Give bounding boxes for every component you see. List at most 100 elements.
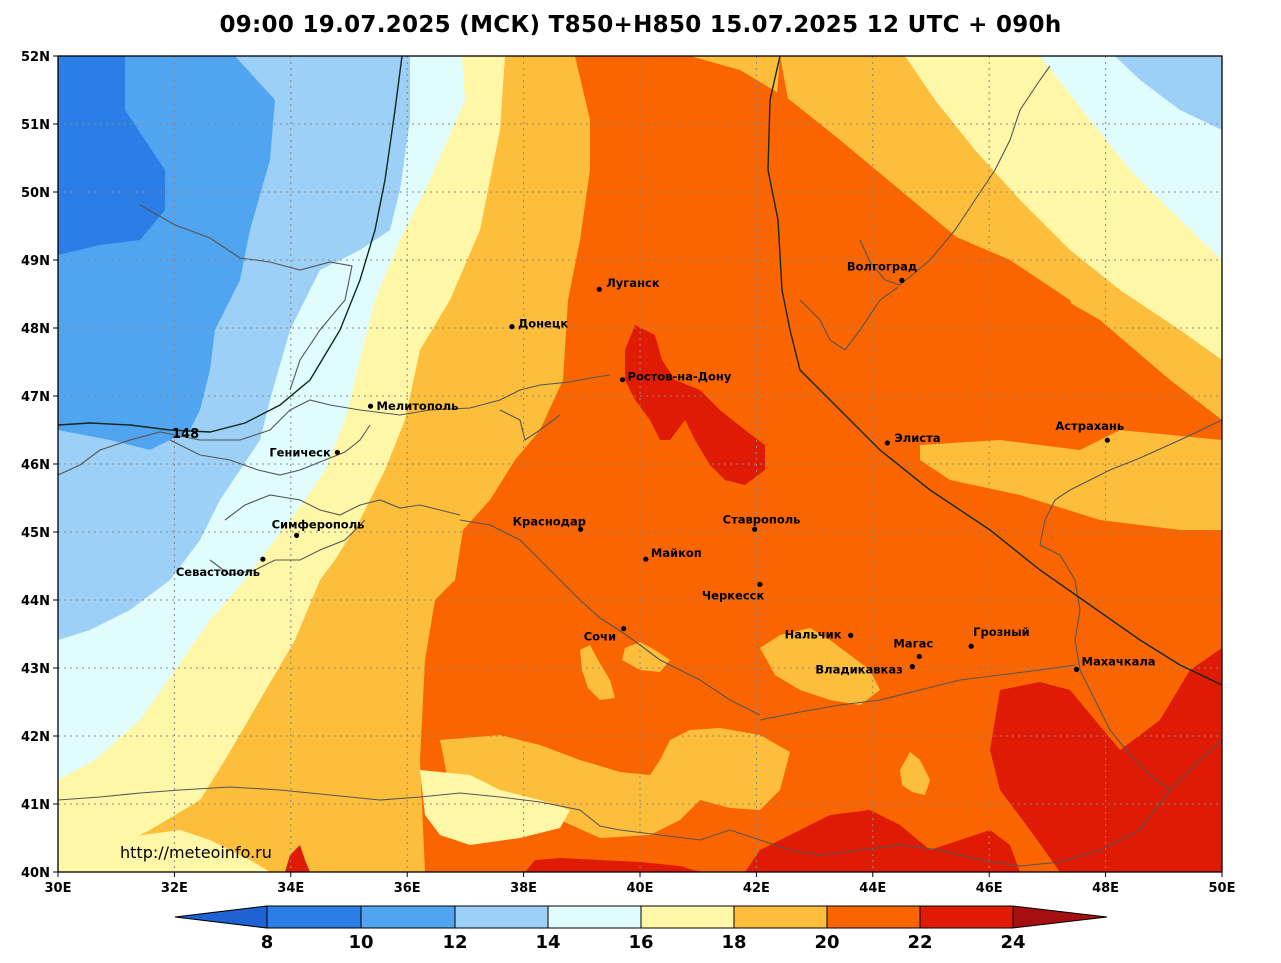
- city-marker: [260, 556, 266, 562]
- x-tick-label: 42E: [743, 881, 770, 896]
- x-tick-label: 48E: [1092, 881, 1119, 896]
- city-label: Ростов-на-Дону: [628, 370, 732, 384]
- temp-band-16-18-sw: [58, 830, 270, 872]
- y-tick-label: 52N: [21, 50, 50, 65]
- temp-band-8-10: [58, 56, 165, 255]
- city-marker: [752, 526, 758, 532]
- x-tick-label: 44E: [859, 881, 886, 896]
- city-marker: [1073, 666, 1080, 672]
- temp-band-22-24-rostov: [625, 325, 765, 485]
- colorbar-bin: [266, 905, 362, 929]
- y-tick-label: 40N: [21, 866, 50, 881]
- colorbar-under-arrow: [174, 905, 268, 929]
- city-label: Магас: [893, 636, 933, 650]
- x-tick-label: 50E: [1209, 881, 1236, 896]
- y-tick-label: 43N: [21, 662, 50, 677]
- cities-layer: Луганск Донецк Волгоград Ростов-на-Дону Мели…: [176, 259, 1156, 676]
- city-label: Нальчик: [785, 627, 842, 641]
- temp-band-18-20-isl1: [760, 628, 880, 705]
- city-marker: [916, 653, 922, 660]
- colorbar-label: 18: [721, 932, 746, 953]
- city-label: Черкесск: [702, 588, 765, 602]
- watermark: http://meteoinfo.ru: [120, 843, 272, 862]
- colorbar-label: 8: [261, 932, 274, 953]
- grid-lines: [58, 56, 1222, 872]
- x-tick-label: 34E: [277, 881, 304, 896]
- colorbar-label: 16: [628, 932, 653, 953]
- city-label: Ставрополь: [723, 512, 801, 526]
- city-marker: [596, 286, 602, 292]
- city-label: Краснодар: [513, 514, 586, 528]
- y-tick-label: 42N: [21, 730, 50, 745]
- x-tick-label: 40E: [627, 881, 654, 896]
- x-tick-label: 46E: [976, 881, 1003, 896]
- contour-label: 148: [172, 427, 199, 442]
- temp-band-18-20-isl3: [622, 642, 670, 672]
- city-marker: [578, 526, 584, 532]
- city-label: Майкоп: [651, 546, 702, 560]
- colorbar-label: 24: [1000, 932, 1025, 953]
- geopotential-contours: [58, 56, 1222, 686]
- temp-band-18-20-isl4: [900, 752, 930, 795]
- y-tick-label: 47N: [21, 390, 50, 405]
- x-axis: 30E 32E 34E 36E 38E 40E 42E 44E 46E 48E 50E: [45, 872, 1236, 896]
- city-label: Донецк: [518, 317, 568, 331]
- y-tick-label: 51N: [21, 118, 50, 133]
- temperature-map: Луганск Донецк Волгоград Ростов-на-Дону Мели…: [58, 56, 1222, 872]
- city-label: Грозный: [973, 625, 1030, 639]
- x-tick-label: 32E: [161, 881, 188, 896]
- city-marker: [367, 403, 374, 409]
- colorbar-bin: [919, 905, 1014, 929]
- temp-band-16-18-sea: [420, 770, 570, 845]
- city-label: Элиста: [894, 431, 940, 445]
- colorbar-bin: [826, 905, 921, 929]
- city-marker: [643, 556, 649, 562]
- y-tick-label: 50N: [21, 186, 50, 201]
- city-label: Симферополь: [272, 517, 365, 531]
- y-tick-label: 48N: [21, 322, 50, 337]
- city-marker: [619, 377, 626, 383]
- temp-band-22-24-sw: [525, 858, 700, 872]
- temp-band-20-22-east-tongue: [775, 56, 1110, 460]
- city-marker: [909, 664, 915, 670]
- city-marker: [509, 324, 515, 330]
- colorbar-bin: [454, 905, 549, 929]
- colorbar-bin: [360, 905, 456, 929]
- colorbar: 8 10 12 14 16 18 20 22 24: [174, 905, 1108, 953]
- city-label: Севастополь: [176, 565, 260, 579]
- x-tick-label: 36E: [394, 881, 421, 896]
- city-label: Волгоград: [847, 259, 917, 273]
- colorbar-label: 20: [814, 932, 839, 953]
- page-title: 09:00 19.07.2025 (МСК) T850+H850 15.07.2…: [219, 12, 1062, 38]
- city-marker: [294, 532, 300, 539]
- x-tick-label: 30E: [45, 881, 72, 896]
- city-marker: [968, 643, 974, 649]
- temp-band-22-24-small: [285, 845, 310, 872]
- colorbar-bin: [733, 905, 828, 929]
- city-marker: [334, 449, 340, 456]
- city-label: Астрахань: [1055, 419, 1124, 433]
- city-label: Сочи: [584, 630, 616, 644]
- city-marker: [1104, 437, 1110, 443]
- colorbar-bin: [547, 905, 642, 929]
- colorbar-bin: [640, 905, 735, 929]
- coastlines: [58, 65, 1222, 867]
- colorbar-label: 10: [348, 932, 373, 953]
- x-tick-label: 38E: [510, 881, 537, 896]
- y-axis: 52N 51N 50N 49N 48N 47N 46N 45N 44N 43N 42N 41N 40N: [21, 50, 58, 881]
- temp-band-18-20-isl2: [580, 645, 615, 700]
- city-marker: [757, 581, 763, 587]
- colorbar-label: 14: [535, 932, 560, 953]
- colorbar-over-arrow: [1012, 905, 1108, 929]
- y-tick-label: 41N: [21, 798, 50, 813]
- city-marker: [848, 632, 854, 638]
- contour-148-west: [58, 56, 403, 433]
- contour-148-east: [767, 56, 1222, 686]
- y-tick-label: 45N: [21, 526, 50, 541]
- temp-band-12-14-ne: [1115, 56, 1222, 130]
- y-tick-label: 49N: [21, 254, 50, 269]
- colorbar-label: 22: [907, 932, 932, 953]
- city-label: Луганск: [606, 276, 660, 290]
- city-marker: [621, 625, 627, 632]
